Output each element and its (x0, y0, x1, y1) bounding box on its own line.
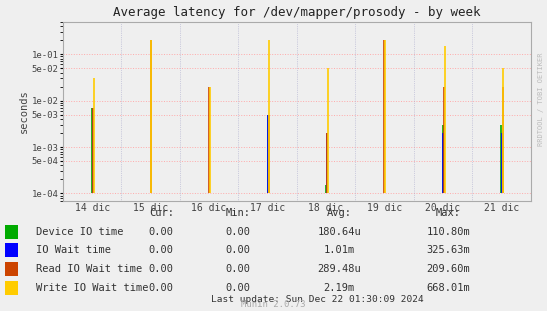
Text: 0.00: 0.00 (225, 283, 251, 293)
Text: Min:: Min: (225, 208, 251, 218)
Text: RRDTOOL / TOBI OETIKER: RRDTOOL / TOBI OETIKER (538, 53, 544, 146)
Text: 2.19m: 2.19m (323, 283, 355, 293)
Text: Last update: Sun Dec 22 01:30:09 2024: Last update: Sun Dec 22 01:30:09 2024 (211, 295, 423, 304)
Text: 0.00: 0.00 (225, 245, 251, 255)
Text: 0.00: 0.00 (225, 227, 251, 237)
Text: 0.00: 0.00 (149, 264, 174, 274)
Text: Avg:: Avg: (327, 208, 352, 218)
Text: Write IO Wait time: Write IO Wait time (36, 283, 148, 293)
Text: 209.60m: 209.60m (427, 264, 470, 274)
Text: Max:: Max: (436, 208, 461, 218)
Y-axis label: seconds: seconds (19, 89, 29, 133)
Title: Average latency for /dev/mapper/prosody - by week: Average latency for /dev/mapper/prosody … (113, 6, 480, 19)
Text: 325.63m: 325.63m (427, 245, 470, 255)
Text: Cur:: Cur: (149, 208, 174, 218)
Text: 289.48u: 289.48u (317, 264, 361, 274)
Text: 0.00: 0.00 (149, 227, 174, 237)
Text: 110.80m: 110.80m (427, 227, 470, 237)
Text: IO Wait time: IO Wait time (36, 245, 110, 255)
Text: Device IO time: Device IO time (36, 227, 123, 237)
Text: 1.01m: 1.01m (323, 245, 355, 255)
Text: 0.00: 0.00 (225, 264, 251, 274)
Text: 668.01m: 668.01m (427, 283, 470, 293)
Text: Munin 2.0.73: Munin 2.0.73 (241, 300, 306, 309)
Text: 180.64u: 180.64u (317, 227, 361, 237)
Text: 0.00: 0.00 (149, 245, 174, 255)
Text: Read IO Wait time: Read IO Wait time (36, 264, 142, 274)
Text: 0.00: 0.00 (149, 283, 174, 293)
